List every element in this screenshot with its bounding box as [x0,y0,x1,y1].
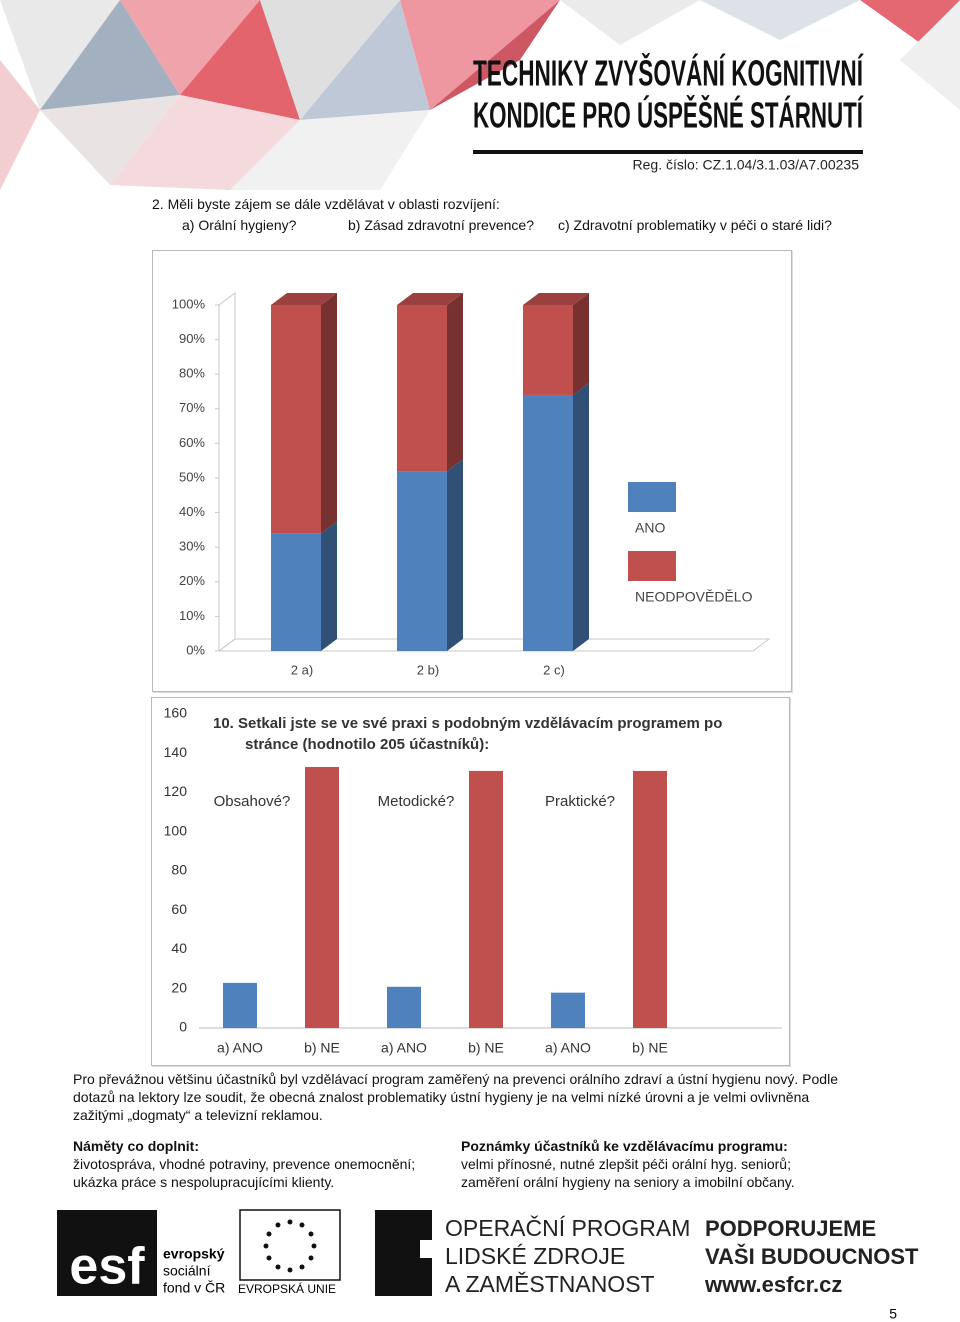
support-text: VAŠI BUDOUCNOST [705,1244,919,1269]
y-tick-label: 80 [171,862,187,878]
annotation: Praktické? [545,793,615,810]
chart: 0 20 40 60 80 100 120 140 160 a) ANO b) NE a) ANO b)… [151,697,790,1066]
bar [469,770,503,1028]
esf-mark: esf [69,1238,145,1296]
bar-top [397,293,463,305]
eu-stars [263,1219,317,1273]
y-tick-label: 0% [186,642,205,657]
x-tick-label: 2 c) [543,662,565,677]
x-tick-label: b) NE [468,1040,504,1056]
bar-side [573,382,589,651]
annotation: Metodické? [378,793,455,810]
y-tick-label: 100% [172,296,206,311]
bar [551,992,585,1028]
bar-segment [523,394,573,651]
x-tick-label: b) NE [632,1040,668,1056]
page-number: 5 [889,1306,897,1322]
bar-segment [271,305,321,534]
y-tick-label: 60% [179,435,205,450]
notes-heading: Poznámky účastníků ke vzdělávacímu progr… [461,1138,788,1154]
bar-segment [271,533,321,651]
x-tick-label: a) ANO [381,1040,427,1056]
bar-side [447,293,463,472]
x-tick-label: 2 b) [417,662,439,677]
bar [223,982,257,1028]
registration: Reg. číslo: CZ.1.04/3.1.03/A7.00235 [633,157,860,173]
legend-label: NEODPOVĚDĚLO [635,589,753,605]
op-logo [375,1210,432,1296]
bar-segment [397,471,447,651]
y-tick-label: 30% [179,539,205,554]
bar [633,770,667,1028]
x-tick-label: a) ANO [217,1040,263,1056]
y-tick-label: 140 [164,744,188,760]
esf-text: evropský [163,1246,225,1262]
footer: esf evropský sociální fond v ČR EVROPSKÁ… [57,1209,919,1322]
program-text: A ZAMĚSTNANOST [445,1271,655,1297]
bar [305,766,339,1028]
bar-side [447,459,463,651]
y-tick-label: 80% [179,366,205,381]
esf-logo [57,1210,157,1296]
support-text: PODPORUJEME [705,1216,876,1241]
x-tick-label: b) NE [304,1040,340,1056]
y-tick-label: 10% [179,608,205,623]
y-tick-label: 70% [179,400,205,415]
y-tick-label: 120 [164,783,188,799]
bar [387,986,421,1028]
y-tick-label: 100 [164,822,188,838]
header-decoration [0,0,960,190]
x-tick-label: a) ANO [545,1040,591,1056]
bar-segment [523,305,573,395]
y-tick-label: 60 [171,901,187,917]
bar-segment [397,305,447,472]
y-tick-label: 40 [171,940,187,956]
bar-side [321,293,337,534]
header: TECHNIKY ZVYŠOVÁNÍ KOGNITIVNÍ KONDICE PR… [0,0,960,190]
legend-swatch [628,482,676,512]
y-tick-label: 20 [171,979,187,995]
header-title: KONDICE PRO ÚSPĚŠNÉ STÁRNUTÍ [473,94,864,136]
y-tick-label: 20% [179,573,205,588]
question-option: c) Zdravotní problematiky v péči o staré… [558,217,832,233]
y-tick-label: 50% [179,469,205,484]
esf-text: sociální [163,1263,211,1279]
bar-side [321,521,337,651]
question: 2. Měli byste zájem se dále vzdělávat v … [152,196,500,212]
header-rule [473,150,863,154]
y-tick-label: 0 [179,1019,187,1035]
notes-line: životospráva, vhodné potraviny, prevence… [73,1156,416,1172]
back-wall [218,292,236,652]
paragraph: Pro převážnou většinu účastníků byl vzdě… [73,1071,838,1123]
notes-line: zaměření orální hygieny na seniory a imo… [461,1174,795,1190]
x-tick-label: 2 a) [291,662,313,677]
notes-heading: Náměty co doplnit: [73,1138,200,1154]
notes-line: velmi přínosné, nutné zlepšit péči oráln… [461,1156,791,1172]
bar-side [573,293,589,395]
header-title: TECHNIKY ZVYŠOVÁNÍ KOGNITIVNÍ [473,52,864,94]
legend-swatch [628,551,676,581]
eu-text: EVROPSKÁ UNIE [238,1281,336,1296]
y-tick-label: 40% [179,504,205,519]
chart: 0% 10% 20% 30% 40% 50% 60% 70% 80% 90% 100% 2 a) 2 b… [152,250,792,692]
program-text: OPERAČNÍ PROGRAM [445,1214,690,1241]
y-tick-label: 160 [164,705,188,721]
notes-line: ukázka práce s nespolupracujícími klient… [73,1174,335,1190]
legend-label: ANO [635,520,665,536]
esf-text: fond v ČR [163,1280,225,1296]
program-text: LIDSKÉ ZDROJE [445,1243,625,1269]
question-option: b) Zásad zdravotní prevence? [348,217,534,233]
bar-top [523,293,589,305]
question-option: a) Orální hygieny? [182,217,297,233]
y-tick-label: 90% [179,331,205,346]
chart-title: 10. Setkali jste se ve své praxi s podob… [213,715,723,753]
annotation: Obsahové? [214,793,291,810]
bar-top [271,293,337,305]
support-text: www.esfcr.cz [704,1272,842,1297]
floor [217,638,771,652]
